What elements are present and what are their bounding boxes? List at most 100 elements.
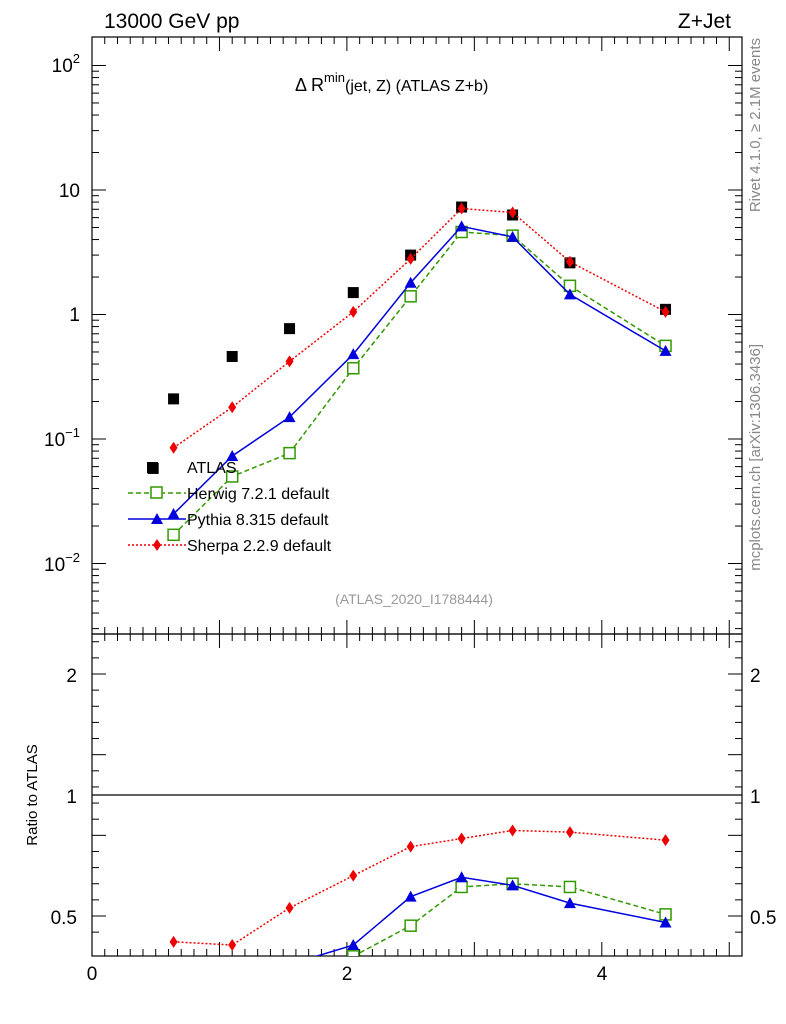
herwig-marker (347, 362, 360, 375)
pythia-ratio-marker (284, 958, 296, 969)
header-right-title: Z+Jet (678, 10, 731, 33)
sherpa-ratio-marker (349, 869, 358, 882)
ratio-y-axis-ticks (92, 641, 742, 933)
sherpa-marker (457, 202, 466, 215)
legend-entry-sherpa: Sherpa 2.2.9 default (128, 538, 332, 555)
legend-entry-pythia: Pythia 8.315 default (128, 512, 329, 529)
ratio-y-tick-labels: 2 1 0.5 2 1 0.5 (51, 666, 777, 929)
plot-title-superscript: min (324, 70, 345, 85)
legend-label-pythia: Pythia 8.315 default (187, 512, 329, 529)
pythia-marker (455, 220, 468, 232)
herwig-marker (167, 528, 180, 542)
sherpa-line (173, 207, 666, 449)
pythia-ratio-marker (659, 916, 672, 928)
x-tick-label-0: 0 (87, 964, 98, 985)
pythia-ratio-marker (226, 965, 238, 976)
pythia-marker (506, 230, 519, 242)
sherpa-ratio-marker (661, 834, 670, 847)
main-y-axis-ticks (92, 65, 742, 630)
pythia-marker (226, 450, 239, 462)
legend-label-atlas: ATLAS (187, 460, 237, 477)
y-tick-label-0p01: 10−2 (44, 550, 80, 576)
x-tick-labels: 0 2 4 (87, 964, 608, 985)
sherpa-marker (228, 401, 237, 414)
pythia-ratio-marker (404, 890, 417, 902)
pythia-marker (283, 411, 296, 423)
sherpa-marker (349, 305, 358, 318)
sherpa-marker (406, 252, 415, 265)
herwig-ratio-marker (284, 975, 295, 986)
mcplots-label: mcplots.cern.ch [arXiv:1306.3436] (747, 344, 764, 571)
sherpa-marker (169, 441, 178, 454)
y-tick-label-10: 10 (59, 181, 80, 202)
plot-title-suffix: (jet, Z) (ATLAS Z+b) (345, 78, 488, 95)
herwig-ratio-marker (168, 978, 179, 989)
plot-title: Δ Rmin(jet, Z) (ATLAS Z+b) (295, 70, 488, 95)
herwig-ratio-marker (455, 880, 468, 894)
ratio-plot-series (168, 824, 672, 989)
ratio-y-axis-label: Ratio to ATLAS (24, 744, 41, 845)
x-tick-label-4: 4 (597, 964, 608, 985)
sherpa-ratio-marker (406, 840, 415, 853)
data-marker (284, 323, 296, 335)
sherpa-marker (565, 255, 574, 268)
herwig-marker (404, 290, 417, 303)
data-marker (168, 393, 180, 405)
sherpa-ratio-marker (565, 826, 574, 839)
herwig-ratio-marker (227, 973, 238, 984)
herwig-ratio-marker (404, 919, 417, 932)
legend-entry-atlas: ATLAS (147, 460, 237, 477)
ratio-tick-label-2-left: 2 (66, 666, 77, 687)
sherpa-ratio-marker (508, 824, 517, 837)
herwig-marker (283, 446, 296, 460)
sherpa-ratio-marker (457, 832, 466, 845)
herwig-ratio-marker (347, 950, 360, 956)
sherpa-ratio-marker (169, 935, 178, 948)
legend-entry-herwig: Herwig 7.2.1 default (128, 486, 330, 503)
y-tick-label-1: 1 (69, 305, 80, 326)
ratio-tick-label-2-right: 2 (750, 666, 761, 687)
rivet-version-label: Rivet 4.1.0, ≥ 2.1M events (747, 38, 764, 212)
pythia-marker (404, 276, 417, 288)
pythia-marker (563, 288, 576, 300)
pythia-ratio-marker (455, 871, 468, 883)
pythia-marker (659, 344, 672, 356)
legend-marker-atlas (147, 462, 158, 473)
plot-title-prefix: Δ R (295, 75, 324, 95)
legend: ATLAS Herwig 7.2.1 default Pythia 8.315 … (128, 460, 332, 555)
legend-marker-pythia (151, 513, 163, 524)
data-marker (347, 287, 359, 299)
ratio-tick-label-1-right: 1 (750, 787, 761, 808)
pythia-ratio-marker (168, 971, 180, 982)
pythia-marker (347, 348, 360, 360)
ratio-tick-label-0p5-right: 0.5 (750, 908, 776, 929)
legend-marker-sherpa (153, 539, 161, 551)
main-y-tick-labels: 102 10 1 10−1 10−2 (44, 51, 80, 576)
sherpa-ratio-marker (285, 901, 294, 914)
x-axis-ticks (91, 37, 730, 956)
sherpa-ratio-line (173, 829, 666, 946)
sherpa-marker (661, 305, 670, 318)
pythia-ratio-line (314, 876, 666, 956)
main-plot-series (147, 201, 672, 542)
ratio-tick-label-1-left: 1 (66, 787, 77, 808)
pythia-marker (167, 507, 180, 519)
header-left-title: 13000 GeV pp (104, 10, 239, 33)
pythia-ratio-marker (506, 879, 519, 891)
y-tick-label-100: 102 (52, 51, 80, 77)
y-tick-label-0p1: 10−1 (44, 425, 80, 451)
analysis-id: (ATLAS_2020_I1788444) (335, 591, 493, 607)
sherpa-marker (285, 355, 294, 368)
legend-label-herwig: Herwig 7.2.1 default (187, 486, 330, 503)
herwig-ratio-line (352, 882, 666, 956)
sherpa-marker (508, 206, 517, 219)
herwig-marker (225, 470, 239, 483)
pythia-ratio-marker (563, 897, 576, 909)
x-tick-label-2: 2 (342, 964, 353, 985)
pythia-ratio-marker (347, 939, 360, 951)
sherpa-ratio-marker (228, 939, 237, 952)
ratio-tick-label-0p5-left: 0.5 (51, 908, 77, 929)
legend-label-sherpa: Sherpa 2.2.9 default (187, 538, 332, 555)
legend-marker-herwig (150, 486, 163, 499)
